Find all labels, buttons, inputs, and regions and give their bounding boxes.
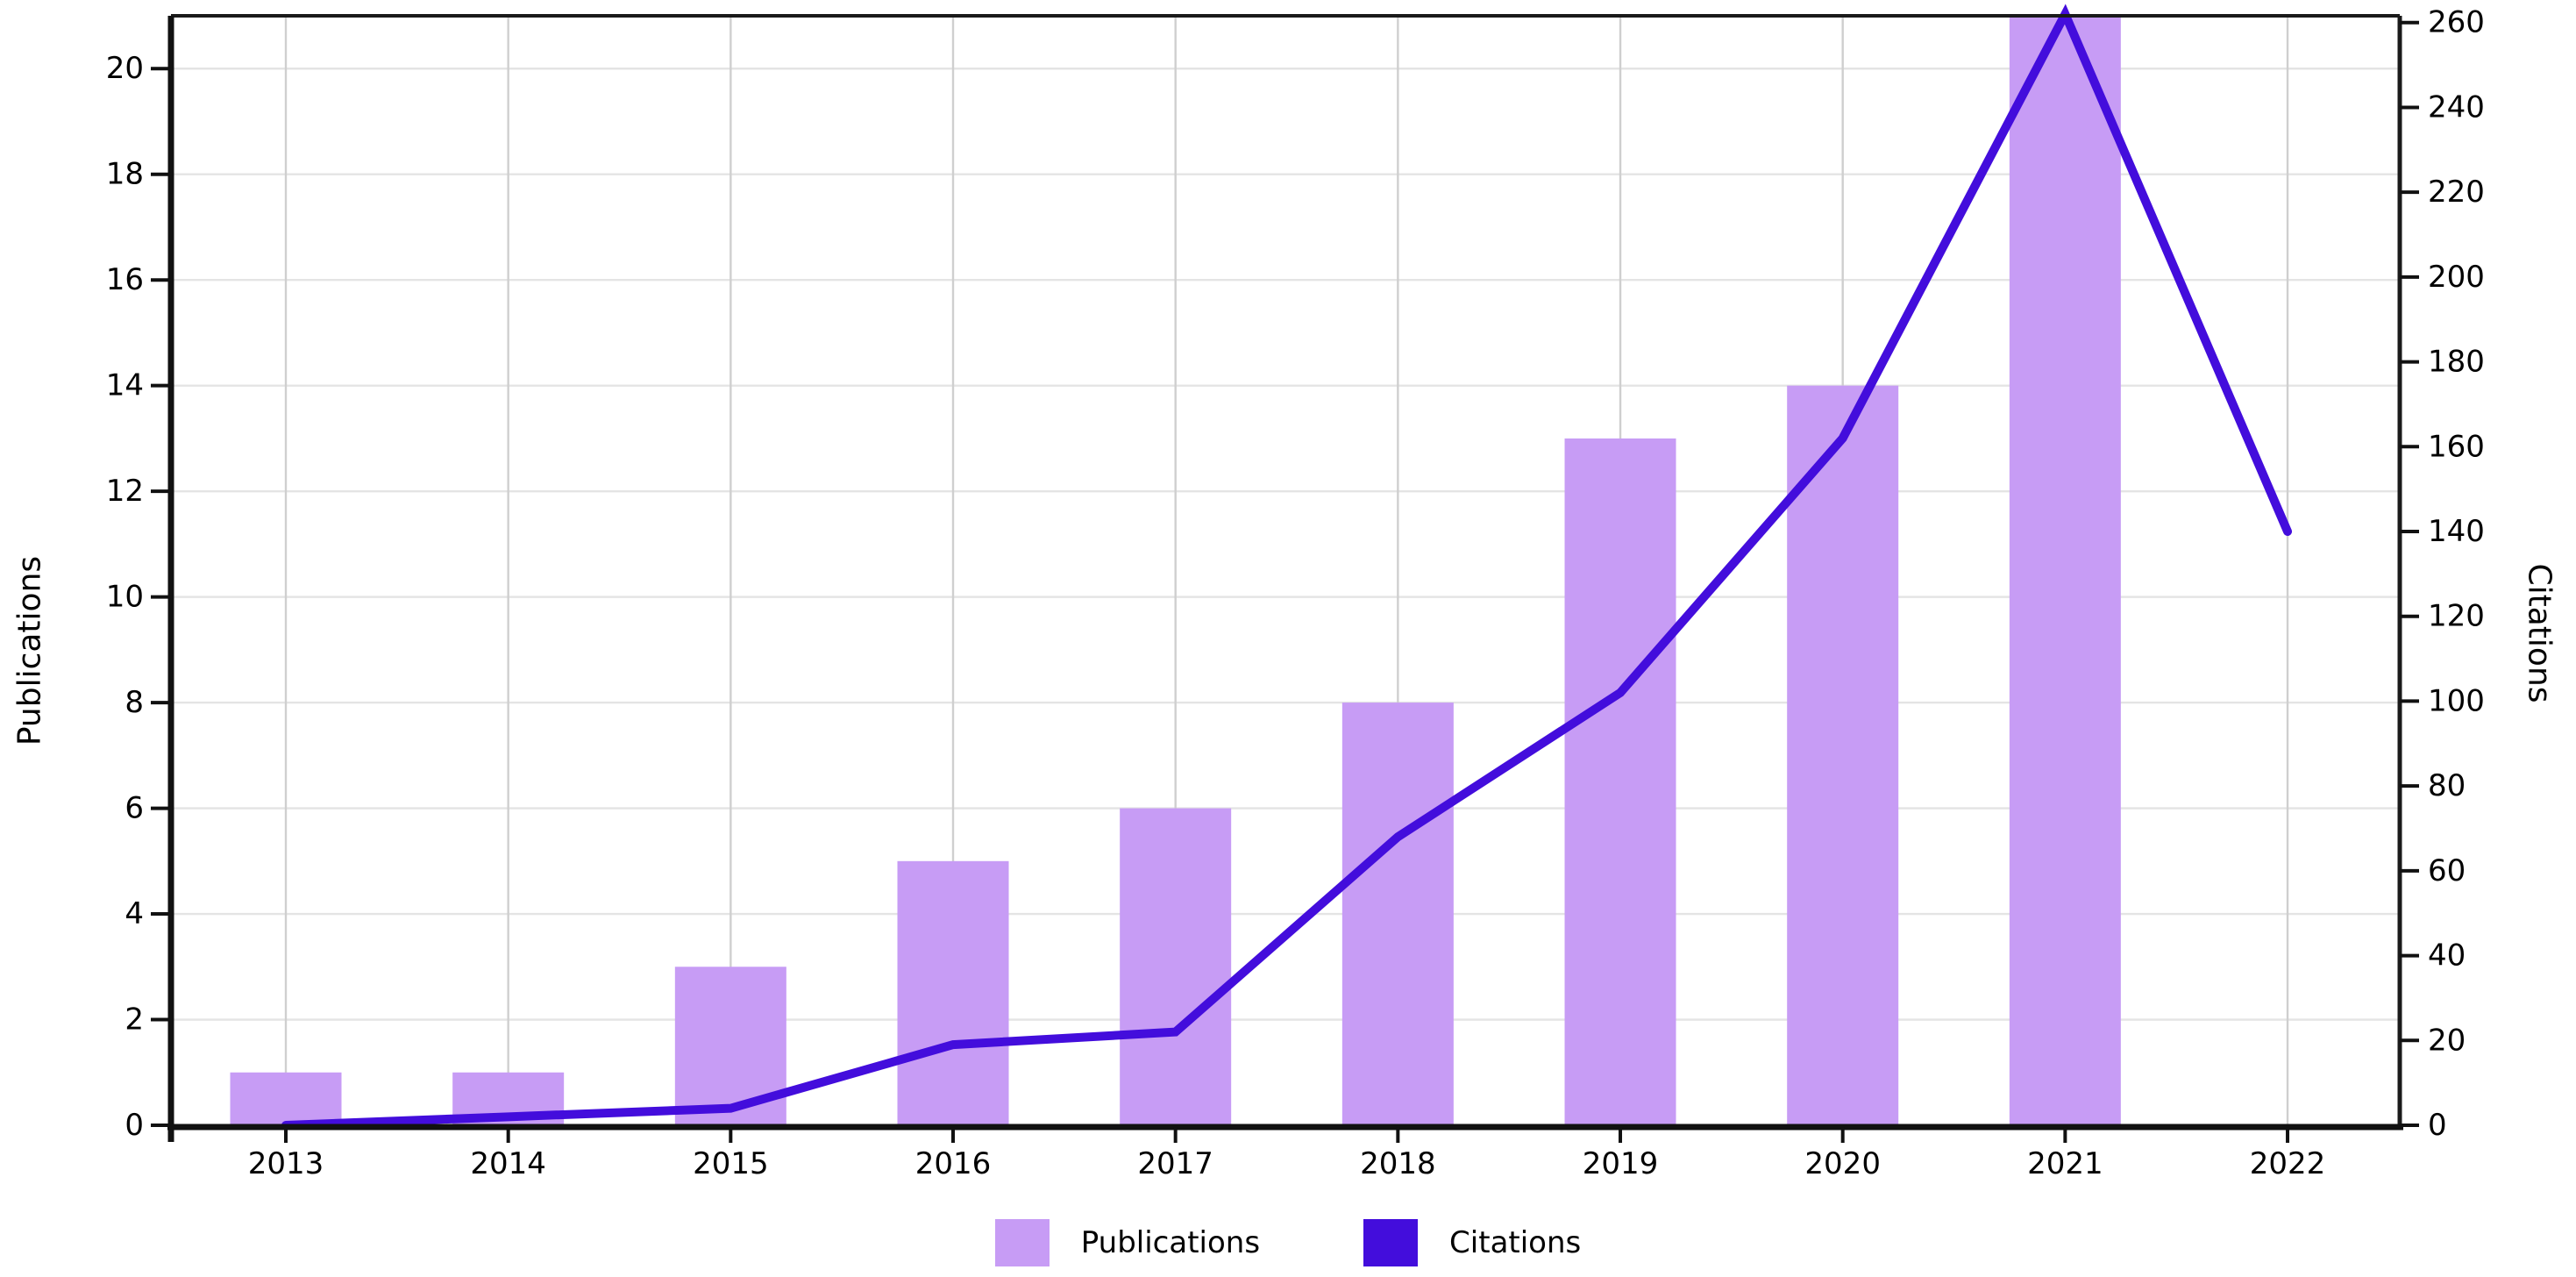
bar-2017 — [1120, 808, 1232, 1125]
x-tick-label-2021: 2021 — [2027, 1146, 2103, 1181]
left-tick-label-16: 16 — [106, 262, 144, 297]
left-axis-title: Publications — [11, 555, 48, 746]
left-tick-label-2: 2 — [125, 1002, 144, 1038]
x-tick-label-2022: 2022 — [2250, 1146, 2326, 1181]
right-tick-label-200: 200 — [2428, 260, 2485, 295]
right-tick-label-260: 260 — [2428, 5, 2485, 40]
legend-item-citations: Citations — [1363, 1219, 1581, 1266]
bar-2021 — [2009, 16, 2121, 1125]
left-tick-label-10: 10 — [106, 580, 144, 615]
right-tick-label-240: 240 — [2428, 89, 2485, 125]
left-tick-label-0: 0 — [125, 1108, 144, 1143]
right-tick-label-100: 100 — [2428, 683, 2485, 718]
v-gridlines — [284, 16, 2289, 1125]
left-tick-label-4: 4 — [125, 896, 144, 931]
right-axis-title: Citations — [2521, 563, 2558, 703]
legend-item-publications: Publications — [994, 1219, 1261, 1266]
bar-2016 — [897, 860, 1009, 1125]
left-tick-label-18: 18 — [106, 157, 144, 192]
right-tick-label-220: 220 — [2428, 175, 2485, 210]
x-axis-ticks: 2013 2014 2015 2016 2017 2018 2019 2020 2021 2022 — [248, 1127, 2326, 1181]
x-tick-label-2020: 2020 — [1804, 1146, 1881, 1181]
left-tick-label-20: 20 — [106, 51, 144, 86]
left-tick-label-6: 6 — [125, 791, 144, 826]
right-tick-label-20: 20 — [2428, 1023, 2466, 1058]
x-tick-label-2013: 2013 — [248, 1146, 324, 1181]
bar-2018 — [1341, 703, 1454, 1125]
right-tick-label-40: 40 — [2428, 938, 2466, 974]
left-tick-label-14: 14 — [106, 368, 144, 403]
publications-bars — [230, 16, 2121, 1126]
right-tick-label-120: 120 — [2428, 599, 2485, 634]
x-tick-label-2014: 2014 — [470, 1146, 546, 1181]
right-tick-label-160: 160 — [2428, 429, 2485, 464]
right-tick-label-140: 140 — [2428, 514, 2485, 549]
citations-line — [281, 4, 2293, 1130]
publications-swatch — [994, 1219, 1050, 1266]
right-axis-ticks: 0 20 40 60 80 100 120 140 160 180 200 220 240 260 — [2400, 5, 2485, 1143]
right-tick-label-0: 0 — [2428, 1108, 2447, 1143]
bar-2020 — [1787, 385, 1899, 1126]
right-tick-label-80: 80 — [2428, 768, 2466, 803]
chart-legend: Publications Citations — [0, 1219, 2576, 1266]
x-tick-label-2018: 2018 — [1360, 1146, 1436, 1181]
left-tick-label-8: 8 — [125, 685, 144, 720]
right-tick-label-60: 60 — [2428, 853, 2466, 888]
x-tick-label-2015: 2015 — [693, 1146, 769, 1181]
left-axis-ticks: 0 2 4 6 8 10 12 14 16 18 20 — [106, 51, 171, 1143]
bar-2019 — [1564, 438, 1676, 1125]
left-tick-label-12: 12 — [106, 474, 144, 509]
x-tick-label-2019: 2019 — [1583, 1146, 1659, 1181]
right-tick-label-180: 180 — [2428, 345, 2485, 380]
axis-spines — [167, 14, 2403, 1142]
legend-label-citations: Citations — [1449, 1225, 1582, 1260]
bar-2013 — [230, 1072, 342, 1125]
legend-label-publications: Publications — [1080, 1225, 1261, 1260]
x-tick-label-2017: 2017 — [1137, 1146, 1213, 1181]
citations-swatch — [1363, 1219, 1419, 1266]
x-tick-label-2016: 2016 — [915, 1146, 992, 1181]
